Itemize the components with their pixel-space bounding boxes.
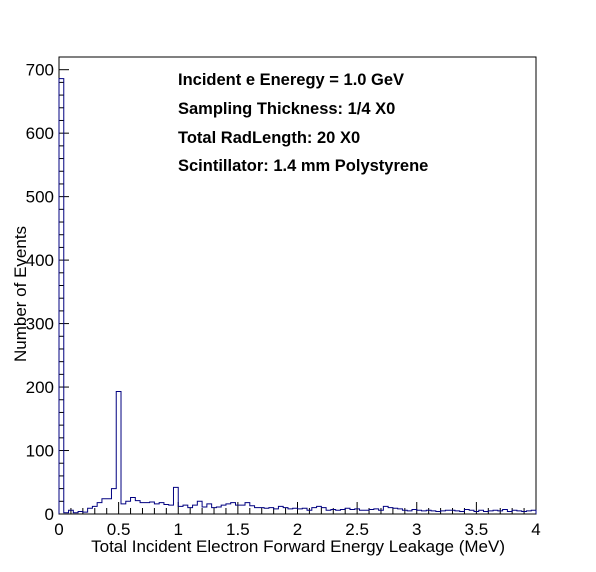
- histogram-bin: [59, 79, 64, 514]
- histogram-bin: [150, 502, 155, 514]
- histogram-bin: [135, 501, 140, 514]
- histogram-bin: [503, 510, 508, 514]
- y-axis-title: Number of Events: [11, 226, 30, 362]
- histogram-bin: [207, 504, 212, 514]
- x-tick-label: 0.5: [107, 520, 131, 539]
- histogram-bin: [512, 510, 517, 514]
- y-axis-ticks: 0 100 200 300 400 500 600 700: [26, 61, 69, 524]
- annotation-incident-energy: Incident e Eneregy = 1.0 GeV: [178, 71, 404, 89]
- histogram-bin: [398, 509, 403, 514]
- y-tick-label: 500: [26, 188, 54, 207]
- histogram-bin: [169, 505, 174, 514]
- x-axis-title: Total Incident Electron Forward Energy L…: [91, 537, 505, 556]
- y-tick-label: 600: [26, 124, 54, 143]
- histogram-bin: [383, 506, 388, 514]
- histogram-bin: [269, 508, 274, 514]
- histogram-bin: [479, 510, 484, 514]
- histogram-bin: [493, 510, 498, 514]
- histogram-bin: [317, 506, 322, 514]
- histogram-bin: [193, 505, 198, 514]
- histogram-bin: [145, 503, 150, 514]
- y-tick-label: 300: [26, 315, 54, 334]
- histogram-bin: [302, 508, 307, 514]
- histogram-bin: [226, 504, 231, 514]
- histogram-series-line: [58, 78, 537, 514]
- histogram-bin: [417, 510, 422, 514]
- histogram-bin: [288, 509, 293, 514]
- histogram-bin: [111, 489, 116, 514]
- histogram-bin: [107, 499, 112, 514]
- y-tick-label: 100: [26, 442, 54, 461]
- y-minor-ticks: [59, 56, 64, 502]
- histogram-bin: [240, 505, 245, 514]
- histogram-bin: [255, 508, 260, 514]
- annotation-scintillator: Scintillator: 1.4 mm Polystyrene: [178, 157, 428, 175]
- x-tick-label: 2.5: [345, 520, 369, 539]
- x-tick-label: 0: [54, 520, 63, 539]
- x-axis-ticks: 0 0.5 1 1.5 2 2.5 3 3.5 4: [54, 502, 541, 539]
- histogram-bin: [469, 510, 474, 514]
- histogram-bin: [264, 508, 269, 514]
- histogram-bin: [298, 509, 303, 514]
- histogram-bin: [154, 504, 159, 514]
- histogram-bin: [374, 509, 379, 514]
- histogram-bin: [197, 501, 202, 514]
- histogram-bin: [360, 510, 365, 514]
- histogram-bin: [364, 510, 369, 514]
- histogram-bin: [88, 508, 93, 514]
- histogram-bin: [293, 508, 298, 514]
- histogram-bin: [340, 510, 345, 514]
- histogram-bin: [412, 510, 417, 514]
- y-tick-label: 200: [26, 378, 54, 397]
- y-tick-label: 700: [26, 61, 54, 80]
- y-tick-label: 0: [45, 505, 54, 524]
- histogram-bin: [116, 391, 121, 514]
- histogram-bin: [97, 503, 102, 514]
- histogram-bin: [278, 506, 283, 514]
- histogram-bin: [350, 510, 355, 514]
- histogram-bin: [121, 504, 126, 514]
- histogram-bin: [173, 487, 178, 514]
- histogram-bin: [231, 503, 236, 514]
- histogram-bin: [369, 510, 374, 514]
- histogram-bin: [250, 506, 255, 514]
- x-tick-label: 3.5: [465, 520, 489, 539]
- histogram-bin: [183, 505, 188, 514]
- annotation-sampling-thickness: Sampling Thickness: 1/4 X0: [178, 100, 395, 118]
- x-tick-label: 3: [412, 520, 421, 539]
- histogram-bin: [126, 501, 131, 514]
- histogram-bin: [131, 497, 136, 514]
- plot-frame: [58, 56, 537, 515]
- histogram-bin: [464, 510, 469, 514]
- histogram-bin: [159, 503, 164, 514]
- histogram-bin: [393, 508, 398, 514]
- histogram-bin: [274, 509, 279, 514]
- histogram-bin: [202, 507, 207, 514]
- histogram-bin: [336, 510, 341, 514]
- annotation-total-radlength: Total RadLength: 20 X0: [178, 129, 360, 147]
- histogram-bin: [326, 510, 331, 514]
- x-tick-label: 4: [531, 520, 540, 539]
- histogram-bin: [178, 506, 183, 514]
- histogram-bin: [312, 508, 317, 514]
- histogram-bin: [531, 510, 536, 514]
- histogram-bin: [245, 503, 250, 514]
- x-tick-label: 1: [174, 520, 183, 539]
- x-tick-label: 2: [293, 520, 302, 539]
- y-tick-label: 400: [26, 251, 54, 270]
- histogram-bin: [321, 508, 326, 514]
- x-tick-label: 1.5: [226, 520, 250, 539]
- histogram-bin: [345, 508, 350, 514]
- histogram-bin: [388, 508, 393, 514]
- histogram-bin: [102, 499, 107, 514]
- histogram-bin: [216, 507, 221, 514]
- histogram-bin: [221, 505, 226, 514]
- histogram-bin: [445, 510, 450, 514]
